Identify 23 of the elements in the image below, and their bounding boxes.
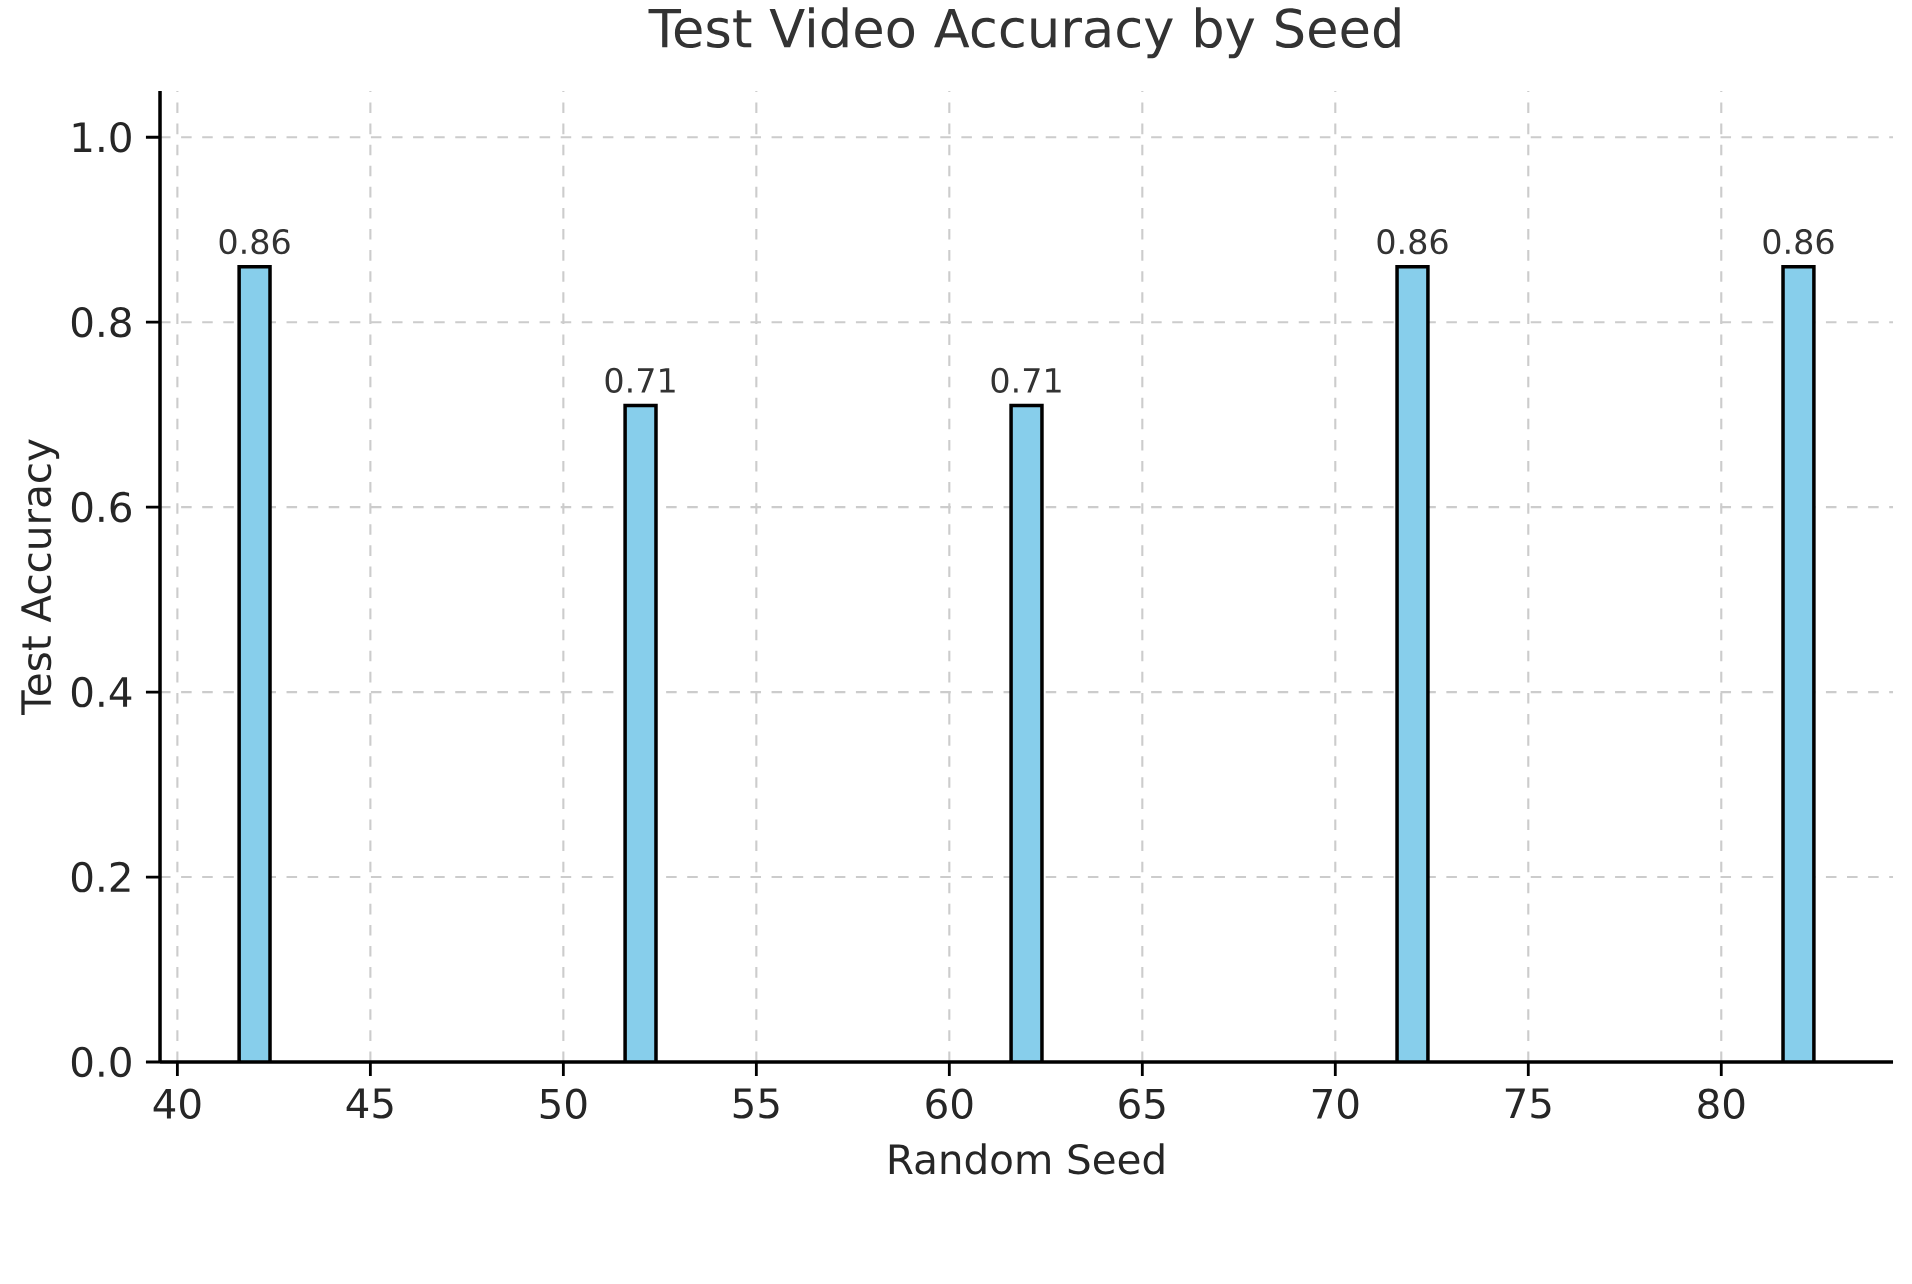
y-tick-label: 0.2 bbox=[71, 861, 130, 893]
data-label: 0.71 bbox=[605, 367, 675, 394]
data-label: 0.71 bbox=[991, 367, 1061, 394]
x-axis-title: Random Seed bbox=[889, 1143, 1164, 1175]
y-tick-label: 0.0 bbox=[71, 1046, 131, 1078]
x-tick-label: 80 bbox=[1698, 1088, 1745, 1120]
x-tick-label: 45 bbox=[346, 1088, 393, 1119]
x-tick-label: 50 bbox=[540, 1088, 587, 1120]
data-label: 0.86 bbox=[1377, 229, 1448, 255]
y-axis-title: Test Accuracy bbox=[21, 439, 60, 716]
x-tick-label: 75 bbox=[1505, 1088, 1551, 1119]
x-tick-label: 40 bbox=[153, 1088, 201, 1120]
chart-title: Test Video Accuracy by Seed bbox=[648, 7, 1400, 59]
x-tick-label: 55 bbox=[733, 1088, 779, 1119]
x-tick-label: 60 bbox=[926, 1088, 973, 1120]
y-tick-label: 1.0 bbox=[73, 121, 131, 153]
y-tick-label: 0.4 bbox=[71, 676, 132, 708]
data-label: 0.86 bbox=[1763, 229, 1834, 255]
y-tick-label: 0.8 bbox=[71, 306, 131, 338]
x-tick-label: 65 bbox=[1119, 1088, 1165, 1120]
x-tick-label: 70 bbox=[1312, 1088, 1359, 1120]
y-tick-label: 0.6 bbox=[71, 491, 131, 523]
data-label: 0.86 bbox=[219, 229, 290, 255]
